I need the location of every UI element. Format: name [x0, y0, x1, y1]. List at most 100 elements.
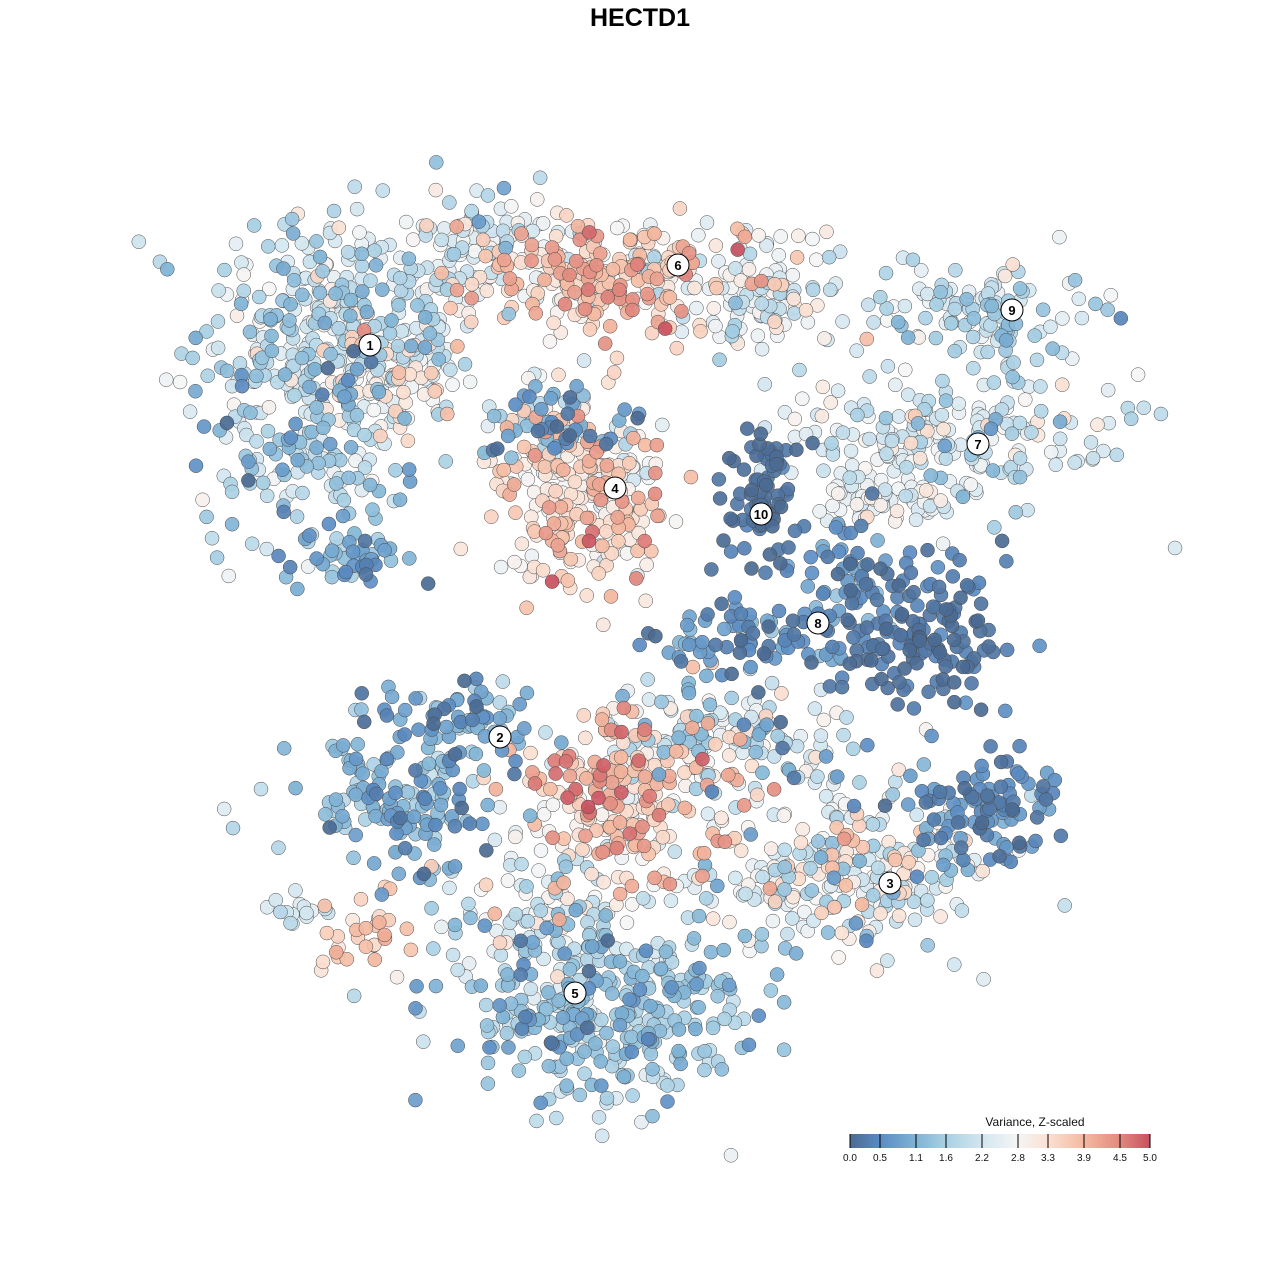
data-point [705, 1020, 721, 1036]
data-point [723, 511, 738, 526]
data-point [323, 346, 338, 362]
data-point [920, 893, 935, 908]
data-point [992, 849, 1007, 864]
data-point [547, 252, 563, 267]
data-point [983, 421, 999, 437]
data-point [594, 1128, 610, 1144]
data-point [200, 368, 215, 384]
data-point [408, 1001, 423, 1016]
data-point [792, 362, 807, 378]
data-point [909, 656, 924, 671]
data-point [803, 861, 818, 876]
data-point [588, 1036, 603, 1051]
data-point [406, 809, 422, 825]
data-point [548, 483, 563, 499]
data-point [403, 942, 419, 958]
data-point [504, 199, 519, 214]
data-point [228, 236, 244, 252]
data-point [319, 925, 335, 941]
data-point [619, 915, 635, 930]
data-point [810, 769, 825, 784]
data-point [900, 387, 916, 403]
data-point [742, 246, 758, 262]
data-point [539, 920, 554, 936]
data-point [490, 441, 505, 456]
data-point [428, 978, 444, 994]
data-point [708, 318, 723, 334]
data-point [930, 560, 946, 575]
data-point [492, 711, 508, 726]
data-point [763, 983, 779, 998]
data-point [947, 301, 963, 317]
data-point [400, 784, 416, 800]
data-point [339, 951, 355, 967]
data-point [531, 863, 546, 878]
cluster-label-badge [488, 725, 512, 749]
data-point [755, 869, 770, 885]
data-point [610, 510, 625, 525]
data-point [815, 379, 831, 395]
data-point [271, 840, 286, 855]
data-point [368, 808, 383, 824]
data-point [973, 596, 989, 611]
data-point [538, 725, 553, 740]
data-point [457, 673, 472, 689]
data-point [748, 744, 764, 760]
data-point [781, 540, 796, 555]
data-point [870, 533, 885, 548]
data-point [916, 757, 932, 772]
data-point [315, 954, 331, 970]
cluster-label-badge [666, 253, 690, 277]
data-point [160, 262, 175, 277]
data-point [638, 593, 653, 609]
data-point [1012, 738, 1027, 754]
data-point [849, 497, 865, 512]
data-point [737, 928, 753, 944]
data-point [357, 533, 373, 549]
data-point [1083, 435, 1099, 450]
data-point [246, 218, 262, 233]
data-point [891, 908, 907, 924]
data-point [288, 883, 303, 898]
data-point [335, 508, 351, 524]
data-point [581, 963, 597, 979]
data-point [518, 1009, 533, 1025]
data-point [918, 795, 934, 810]
data-point [640, 286, 655, 302]
data-point [947, 694, 962, 710]
data-point [591, 566, 606, 581]
data-point [340, 372, 356, 388]
data-point [759, 238, 774, 253]
data-point [795, 391, 810, 406]
data-point [818, 789, 834, 804]
data-point [322, 820, 337, 835]
cluster-label-6: 6 [666, 253, 690, 277]
data-point [829, 820, 844, 835]
data-point [172, 374, 188, 390]
data-point [728, 870, 743, 886]
data-point [354, 246, 369, 262]
data-point [528, 306, 544, 321]
data-point [947, 957, 962, 972]
data-point [827, 899, 842, 915]
data-point [340, 244, 356, 260]
data-point [875, 641, 890, 656]
data-point [264, 328, 279, 344]
data-point [920, 423, 935, 439]
data-point [700, 607, 715, 622]
data-point [910, 598, 925, 613]
data-point [397, 840, 413, 856]
data-point [392, 270, 408, 286]
cluster-label-10: 10 [749, 502, 773, 526]
data-point [605, 262, 621, 277]
data-point [556, 875, 571, 890]
data-point [795, 822, 810, 837]
data-point [450, 339, 465, 354]
data-point [283, 430, 299, 445]
data-point [263, 311, 278, 327]
data-point [224, 516, 240, 532]
data-point [337, 389, 352, 405]
data-point [1018, 392, 1033, 407]
data-point [591, 1110, 607, 1125]
data-point [560, 790, 575, 805]
